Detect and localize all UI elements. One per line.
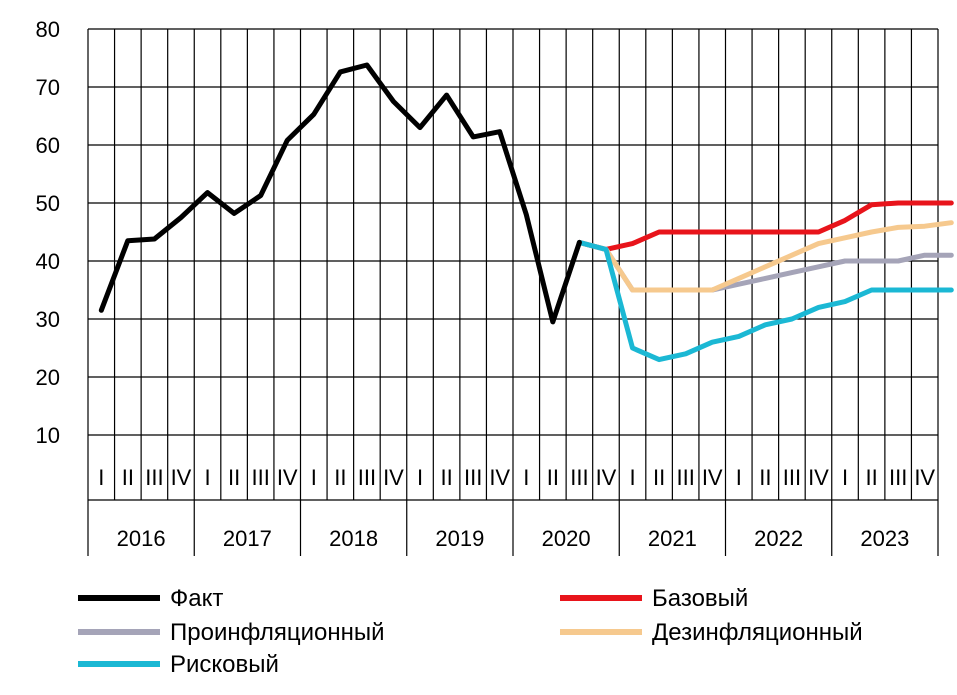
year-label: 2020 xyxy=(542,526,591,551)
quarter-label: I xyxy=(204,465,210,490)
quarter-label: IV xyxy=(277,465,298,490)
legend: Факт Базовый Проинфляционный Дезинфляционны… xyxy=(78,585,863,678)
legend-label: Дезинфляционный xyxy=(652,619,863,646)
year-label: 2018 xyxy=(329,526,378,551)
y-tick-label: 10 xyxy=(36,423,60,448)
quarter-label: III xyxy=(251,465,269,490)
series-line-5 xyxy=(576,239,954,363)
year-labels: 2016 2017 2018 2019 2020 2021 2022 2023 xyxy=(117,526,910,551)
quarter-label: I xyxy=(629,465,635,490)
legend-label: Факт xyxy=(170,585,223,612)
series-line-1 xyxy=(98,62,582,325)
quarter-label: II xyxy=(865,465,877,490)
quarter-label: IV xyxy=(171,465,192,490)
quarter-label: I xyxy=(523,465,529,490)
y-tick-label: 60 xyxy=(36,133,60,158)
quarter-label: I xyxy=(311,465,317,490)
y-tick-label: 50 xyxy=(36,191,60,216)
quarter-label: IV xyxy=(596,465,617,490)
quarter-label: IV xyxy=(383,465,404,490)
y-tick-label: 70 xyxy=(36,75,60,100)
quarter-label: II xyxy=(653,465,665,490)
quarter-label: II xyxy=(228,465,240,490)
quarter-label: I xyxy=(842,465,848,490)
quarter-label: IV xyxy=(489,465,510,490)
year-label: 2016 xyxy=(117,526,166,551)
legend-label: Базовый xyxy=(652,585,748,612)
grid xyxy=(87,28,939,556)
quarter-label: III xyxy=(783,465,801,490)
year-label: 2017 xyxy=(223,526,272,551)
quarter-labels: I II III IV I II III IV I II III IV I II III IV I II III IV… xyxy=(98,465,935,490)
quarter-label: I xyxy=(417,465,423,490)
year-label: 2021 xyxy=(648,526,697,551)
quarter-label: III xyxy=(889,465,907,490)
quarter-label: I xyxy=(736,465,742,490)
series-line-4 xyxy=(576,220,954,293)
legend-label: Рисковый xyxy=(170,651,279,678)
year-label: 2019 xyxy=(435,526,484,551)
quarter-label: II xyxy=(547,465,559,490)
quarter-label: II xyxy=(759,465,771,490)
legend-label: Проинфляционный xyxy=(170,619,385,646)
y-tick-label: 20 xyxy=(36,365,60,390)
quarter-label: IV xyxy=(808,465,829,490)
series-lines xyxy=(98,62,954,363)
year-label: 2023 xyxy=(860,526,909,551)
quarter-label: III xyxy=(570,465,588,490)
quarter-label: II xyxy=(334,465,346,490)
y-tick-label: 40 xyxy=(36,249,60,274)
quarter-label: II xyxy=(122,465,134,490)
quarter-label: I xyxy=(98,465,104,490)
quarter-label: III xyxy=(358,465,376,490)
y-axis-ticks: 10 20 30 40 50 60 70 80 xyxy=(36,17,60,448)
y-tick-label: 80 xyxy=(36,17,60,42)
quarter-label: IV xyxy=(702,465,723,490)
quarter-label: II xyxy=(440,465,452,490)
quarter-label: IV xyxy=(914,465,935,490)
quarter-label: III xyxy=(676,465,694,490)
year-label: 2022 xyxy=(754,526,803,551)
quarter-label: III xyxy=(145,465,163,490)
y-tick-label: 30 xyxy=(36,307,60,332)
quarter-label: III xyxy=(464,465,482,490)
series-line-2 xyxy=(576,200,954,252)
